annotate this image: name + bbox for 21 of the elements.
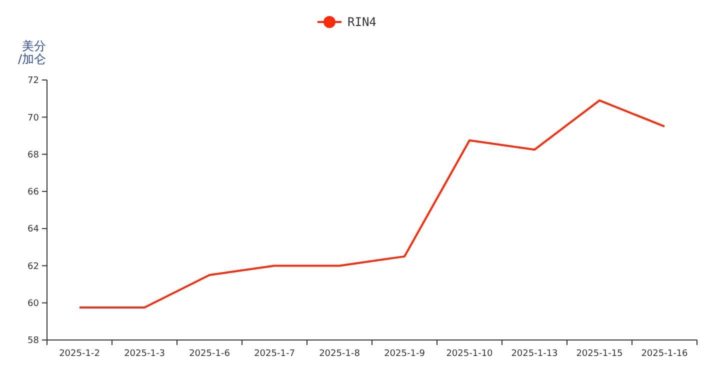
x-tick-label: 2025-1-13 [511, 349, 558, 359]
legend-label: RIN4 [348, 15, 376, 30]
y-tick-label: 66 [28, 188, 40, 198]
x-tick-label: 2025-1-6 [189, 349, 230, 359]
y-tick-label: 60 [28, 299, 40, 310]
x-tick-label: 2025-1-8 [319, 349, 360, 359]
x-tick-label: 2025-1-2 [59, 349, 100, 359]
x-tick-label: 2025-1-16 [641, 349, 688, 359]
line-series [78, 99, 666, 308]
y-tick-label: 58 [28, 336, 40, 346]
y-axis-title: 美分/加仑 [18, 39, 46, 66]
y-tick-label: 70 [28, 113, 40, 124]
y-tick-label: 68 [28, 150, 40, 160]
y-tick-label: 64 [28, 224, 40, 235]
x-tick-label: 2025-1-3 [124, 349, 165, 359]
x-tick-label: 2025-1-10 [446, 349, 494, 359]
x-tick-label: 2025-1-15 [576, 349, 623, 359]
y-tick-label: 72 [28, 76, 39, 86]
x-tick-label: 2025-1-9 [384, 349, 426, 359]
y-tick-label: 62 [28, 262, 39, 272]
x-tick-label: 2025-1-7 [254, 349, 295, 359]
